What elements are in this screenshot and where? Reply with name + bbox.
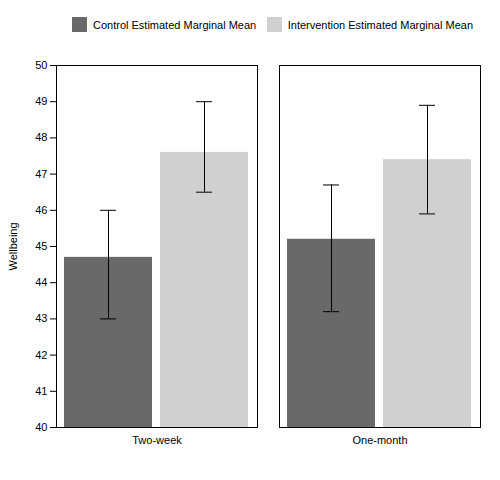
svg-text:50: 50 — [35, 59, 47, 71]
svg-text:46: 46 — [35, 203, 47, 215]
svg-text:Wellbeing: Wellbeing — [7, 222, 19, 270]
svg-text:42: 42 — [35, 348, 47, 360]
svg-text:40: 40 — [35, 421, 47, 433]
svg-text:47: 47 — [35, 167, 47, 179]
svg-text:45: 45 — [35, 240, 47, 252]
svg-text:49: 49 — [35, 95, 47, 107]
svg-text:44: 44 — [35, 276, 47, 288]
svg-text:48: 48 — [35, 131, 47, 143]
svg-text:One-month: One-month — [352, 434, 407, 446]
svg-text:43: 43 — [35, 312, 47, 324]
svg-text:Two-week: Two-week — [132, 434, 182, 446]
html-text:Intervention Estimated Margina: Intervention Estimated Marginal Mean — [287, 18, 473, 31]
html-text:Control Estimated Marginal Mea: Control Estimated Marginal Mean — [93, 18, 257, 31]
svg-text:41: 41 — [35, 384, 47, 396]
